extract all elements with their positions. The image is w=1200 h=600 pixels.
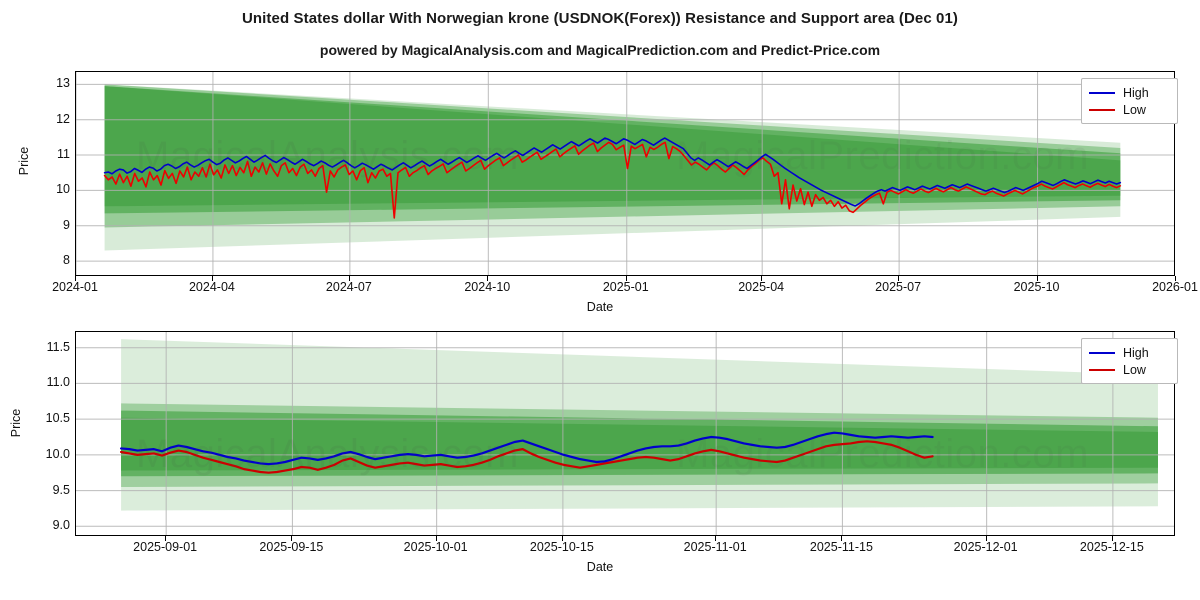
x-tick-label: 2024-04 [188, 280, 235, 294]
x-tick-mark [487, 276, 489, 281]
y-tick-label: 12 [56, 111, 70, 126]
x-tick-mark [985, 536, 987, 541]
x-tick-mark [75, 276, 76, 281]
y-tick-label: 9 [63, 217, 70, 232]
x-tick-mark [165, 536, 167, 541]
x-tick-label: 2025-10-01 [403, 540, 468, 554]
x-tick-label: 2025-11-15 [809, 540, 873, 554]
x-tick-label: 2025-09-01 [133, 540, 198, 554]
top-y-tick-labels: 8 9 10 11 12 13 [20, 71, 70, 276]
x-tick-label: 2025-10-15 [529, 540, 594, 554]
legend-item-low: Low [1089, 101, 1168, 118]
legend-label-high: High [1123, 345, 1149, 360]
legend-item-low: Low [1089, 361, 1168, 378]
legend-item-high: High [1089, 84, 1168, 101]
legend-swatch-low [1089, 108, 1115, 111]
legend-item-high: High [1089, 344, 1168, 361]
y-tick-label: 11 [57, 147, 70, 162]
y-tick-label: 10.0 [45, 446, 70, 461]
x-tick-label: 2025-11-01 [683, 540, 747, 554]
legend-swatch-high [1089, 351, 1115, 354]
top-plot-area: MagicalAnalysis.com MagicalPrediction.co… [75, 71, 1175, 276]
y-tick-label: 11.0 [46, 375, 70, 390]
x-tick-label: 2025-09-15 [259, 540, 324, 554]
x-tick-mark [1111, 536, 1113, 541]
x-tick-mark [291, 536, 293, 541]
x-tick-mark [561, 536, 563, 541]
x-tick-label: 2025-12-15 [1079, 540, 1144, 554]
x-tick-mark [348, 276, 350, 281]
bottom-chart-panel: Price MagicalAnalysis.com MagicalPredict… [0, 326, 1200, 591]
bottom-plot-area: MagicalAnalysis.com MagicalPrediction.co… [75, 331, 1175, 536]
x-tick-label: 2024-10 [464, 280, 511, 294]
bottom-legend: High Low [1081, 338, 1178, 384]
top-plot-svg [76, 72, 1174, 275]
y-tick-label: 11.5 [46, 339, 70, 354]
legend-label-low: Low [1123, 362, 1146, 377]
legend-label-low: Low [1123, 102, 1146, 117]
legend-swatch-high [1089, 91, 1115, 94]
x-tick-label: 2025-10 [1013, 280, 1060, 294]
legend-label-high: High [1123, 85, 1149, 100]
x-tick-label: 2024-01 [52, 280, 98, 294]
y-tick-label: 10.5 [45, 411, 70, 426]
y-tick-label: 8 [63, 253, 70, 268]
x-tick-mark [761, 276, 763, 281]
x-tick-label: 2025-01 [602, 280, 649, 294]
x-tick-mark [1175, 276, 1176, 281]
legend-swatch-low [1089, 368, 1115, 371]
x-tick-label: 2025-07 [875, 280, 922, 294]
x-tick-label: 2025-12-01 [953, 540, 1018, 554]
top-chart-panel: Price MagicalAnalysis.com MagicalPredict… [0, 66, 1200, 314]
x-tick-label: 2025-04 [738, 280, 785, 294]
page-subtitle: powered by MagicalAnalysis.com and Magic… [319, 42, 881, 58]
x-tick-mark [898, 276, 900, 281]
y-tick-label: 9.5 [52, 482, 70, 497]
y-tick-label: 13 [56, 76, 70, 91]
bottom-x-axis-title: Date [586, 560, 614, 574]
x-tick-mark [435, 536, 437, 541]
bottom-x-tick-labels: 2025-09-01 2025-09-15 2025-10-01 2025-10-15… [75, 536, 1175, 560]
bottom-y-tick-labels: 9.0 9.5 10.0 10.5 11.0 11.5 [10, 331, 70, 536]
x-tick-mark [715, 536, 717, 541]
y-tick-label: 9.0 [52, 518, 70, 533]
page-title: United States dollar With Norwegian kron… [241, 10, 959, 27]
x-tick-mark [841, 536, 843, 541]
top-legend: High Low [1081, 78, 1178, 124]
x-tick-label: 2024-07 [325, 280, 372, 294]
x-tick-mark [211, 276, 213, 281]
top-x-axis-title: Date [586, 300, 614, 314]
top-x-tick-labels: 2024-01 2024-04 2024-07 2024-10 2025-01 2025-… [52, 276, 1198, 300]
x-tick-mark [1036, 276, 1038, 281]
x-tick-mark [625, 276, 627, 281]
bottom-plot-svg [76, 332, 1174, 535]
x-tick-label: 2026-01 [1152, 280, 1198, 294]
y-tick-label: 10 [56, 182, 70, 197]
